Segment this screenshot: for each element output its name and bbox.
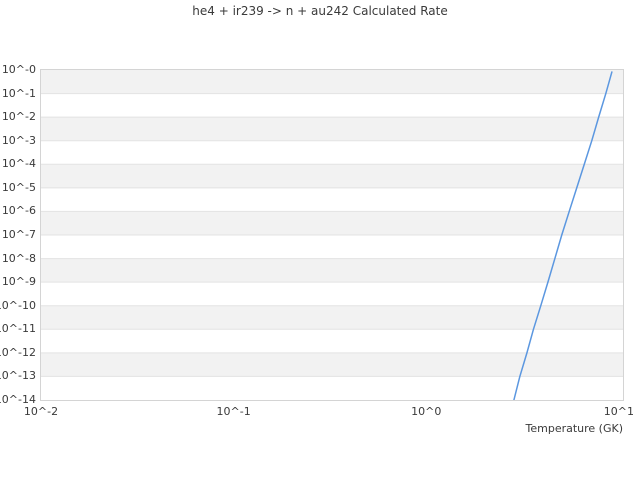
grid-band (41, 164, 623, 188)
y-axis-tick-label: 10^-12 (0, 345, 36, 359)
y-axis-tick-label: 10^-8 (1, 251, 36, 265)
y-axis-tick-label: 10^-1 (1, 86, 36, 100)
y-axis-tick-label: 10^-0 (1, 63, 36, 76)
grid-band (41, 211, 623, 235)
grid-band (41, 305, 623, 330)
plot-area (40, 69, 624, 401)
grid-band (41, 258, 623, 283)
x-axis-title: Temperature (GK) (525, 422, 624, 435)
chart-title: he4 + ir239 -> n + au242 Calculated Rate (192, 4, 448, 18)
y-axis-tick-label: 10^-3 (1, 133, 36, 147)
y-axis-tick-label: 10^-9 (1, 275, 36, 289)
grid-band (41, 352, 623, 377)
grid-band (41, 117, 623, 141)
y-axis-tick-label: 10^-13 (0, 369, 36, 383)
y-axis-tick-label: 10^-14 (0, 393, 36, 406)
y-axis-tick-label: 10^-5 (1, 180, 36, 194)
x-axis-tick-label: 10^-1 (216, 405, 251, 418)
x-axis-tick-label: 10^1 (603, 405, 635, 418)
y-axis-tick-label: 10^-2 (1, 110, 36, 124)
y-axis-tick-label: 10^-10 (0, 298, 36, 312)
rate-line (513, 71, 613, 400)
x-axis-tick-label: 10^-2 (23, 405, 59, 418)
grid-band (41, 70, 623, 94)
plot-canvas (41, 70, 623, 400)
y-axis-tick-label: 10^-6 (1, 204, 36, 218)
x-axis-tick-label: 10^0 (411, 405, 442, 418)
y-axis-tick-label: 10^-4 (1, 157, 36, 171)
y-axis-tick-label: 10^-11 (0, 322, 36, 336)
y-axis-tick-label: 10^-7 (1, 228, 36, 241)
